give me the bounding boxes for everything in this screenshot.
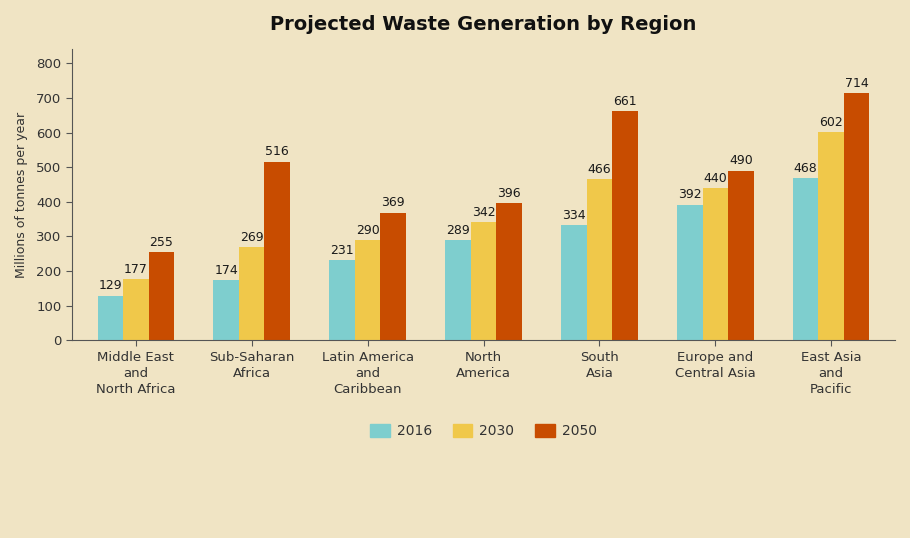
Bar [355, 240, 380, 340]
Text: 255: 255 [149, 236, 173, 249]
Bar [239, 247, 265, 340]
Bar [97, 295, 123, 340]
Text: 602: 602 [819, 116, 844, 129]
Bar [561, 225, 587, 340]
Text: 490: 490 [729, 154, 753, 167]
Text: 369: 369 [381, 196, 405, 209]
Text: 396: 396 [497, 187, 521, 200]
Bar [265, 161, 290, 340]
Text: 289: 289 [446, 224, 470, 237]
Title: Projected Waste Generation by Region: Projected Waste Generation by Region [270, 15, 697, 34]
Text: 231: 231 [330, 244, 354, 257]
Text: 516: 516 [266, 145, 289, 159]
Text: 392: 392 [678, 188, 702, 201]
Text: 129: 129 [98, 279, 122, 293]
Bar [703, 188, 728, 340]
Bar [793, 178, 818, 340]
Text: 342: 342 [471, 206, 495, 219]
Y-axis label: Millions of tonnes per year: Millions of tonnes per year [15, 112, 28, 278]
Text: 714: 714 [844, 77, 869, 90]
Text: 466: 466 [588, 163, 612, 176]
Text: 174: 174 [214, 264, 238, 277]
Bar [123, 279, 148, 340]
Bar [844, 93, 869, 340]
Bar [612, 111, 638, 340]
Bar [148, 252, 174, 340]
Bar [818, 132, 844, 340]
Bar [214, 280, 239, 340]
Bar [587, 179, 612, 340]
Text: 661: 661 [613, 95, 637, 108]
Legend: 2016, 2030, 2050: 2016, 2030, 2050 [365, 419, 602, 444]
Text: 177: 177 [124, 263, 147, 276]
Text: 290: 290 [356, 224, 379, 237]
Text: 440: 440 [703, 172, 727, 185]
Bar [677, 204, 703, 340]
Text: 269: 269 [240, 231, 264, 244]
Text: 334: 334 [562, 209, 586, 222]
Bar [728, 171, 753, 340]
Bar [470, 222, 496, 340]
Text: 468: 468 [794, 162, 817, 175]
Bar [445, 240, 470, 340]
Bar [329, 260, 355, 340]
Bar [380, 213, 406, 340]
Bar [496, 203, 521, 340]
